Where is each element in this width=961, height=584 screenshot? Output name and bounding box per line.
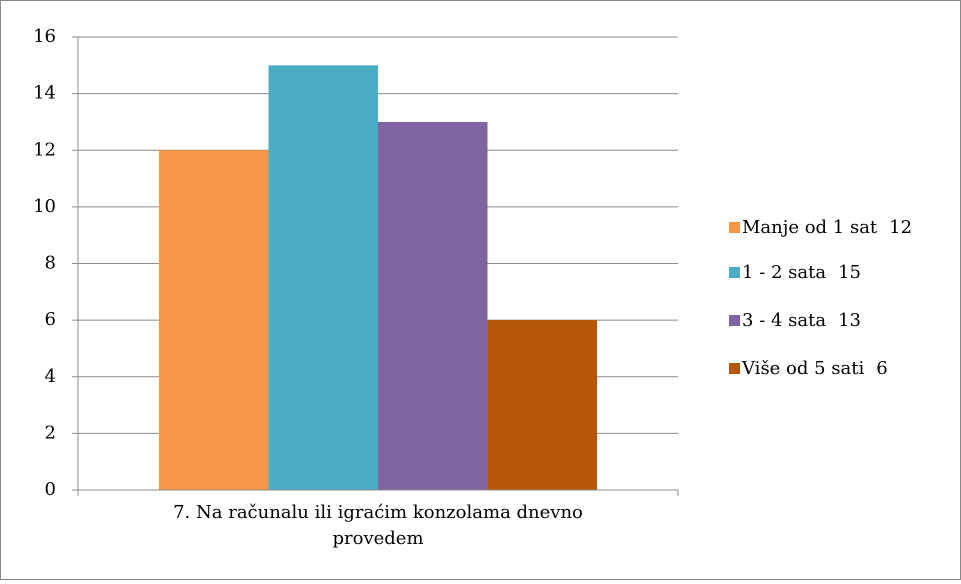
bar — [159, 150, 269, 490]
y-tick-label: 12 — [33, 139, 56, 160]
bar — [268, 65, 378, 490]
y-tick-label: 10 — [33, 196, 56, 217]
legend-label: Manje od 1 sat 12 — [742, 217, 912, 238]
y-tick-label: 16 — [33, 26, 56, 47]
bar — [378, 121, 488, 490]
legend-swatch — [729, 267, 740, 278]
legend-name: Manje od 1 sat — [742, 217, 878, 238]
y-tick-label: 14 — [33, 83, 56, 104]
legend-value: 12 — [889, 217, 912, 238]
legend-value: 6 — [876, 358, 887, 379]
legend-name: 3 - 4 sata — [742, 310, 826, 331]
y-tick-label: 0 — [45, 479, 56, 500]
legend-swatch — [729, 315, 740, 326]
legend-label: Više od 5 sati 6 — [741, 358, 888, 379]
legend-name: 1 - 2 sata — [742, 262, 826, 283]
bar — [487, 320, 597, 490]
legend-value: 13 — [838, 310, 861, 331]
x-tick-label-box: 7. Na računalu ili igraćim konzolama dne… — [173, 502, 583, 549]
y-tick-label: 6 — [45, 309, 56, 330]
x-tick-label: 7. Na računalu ili igraćim konzolama dne… — [173, 502, 583, 549]
legend-swatch — [729, 222, 740, 233]
legend-label: 3 - 4 sata 13 — [742, 310, 861, 331]
legend-name: Više od 5 sati — [741, 358, 865, 379]
y-tick-label: 2 — [45, 422, 56, 443]
y-tick-label: 4 — [45, 366, 56, 387]
legend-value: 15 — [838, 262, 861, 283]
legend-label: 1 - 2 sata 15 — [742, 262, 861, 283]
legend-swatch — [729, 363, 740, 374]
y-tick-label: 8 — [45, 253, 56, 274]
